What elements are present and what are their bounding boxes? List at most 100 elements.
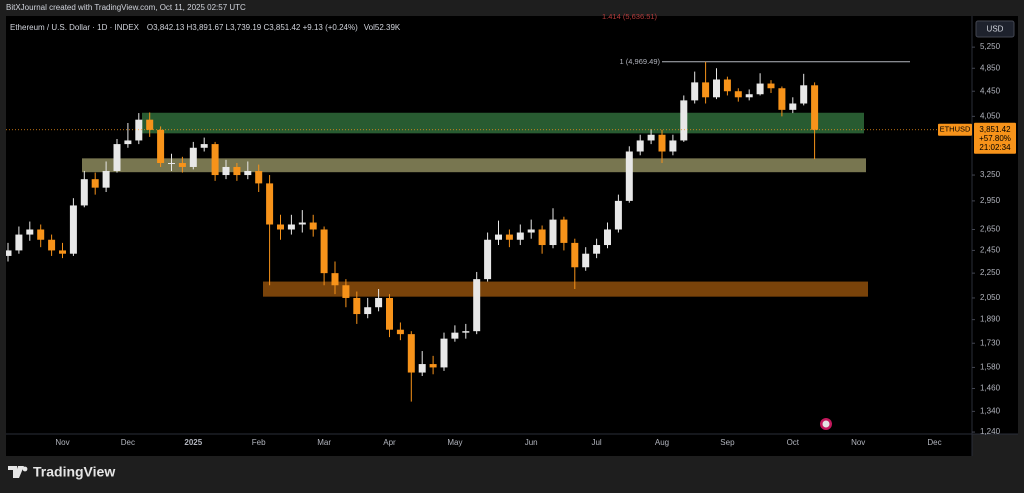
candle-body <box>37 229 45 240</box>
candle-body <box>320 229 328 274</box>
countdown-label: 21:02:34 <box>979 143 1011 152</box>
x-tick-label: Aug <box>655 438 669 447</box>
x-tick-label: Oct <box>787 438 800 447</box>
x-tick-label: Mar <box>317 438 331 447</box>
y-tick-label: 1,890 <box>980 315 1001 324</box>
candle-body <box>516 232 524 240</box>
candle-body <box>364 307 372 315</box>
candle-body <box>298 222 306 225</box>
candle-body <box>789 103 797 110</box>
x-tick-label: Dec <box>927 438 941 447</box>
candle-body <box>222 166 230 176</box>
currency-label[interactable]: USD <box>987 25 1004 34</box>
price-axis <box>972 16 1018 434</box>
candle-body <box>495 234 502 240</box>
candle-body <box>767 83 775 89</box>
candle-body <box>527 229 535 233</box>
fib-label: 1 (4,969.49) <box>620 57 661 66</box>
candle-body <box>309 222 317 230</box>
y-tick-label: 4,050 <box>980 111 1001 120</box>
candle-body <box>200 144 208 148</box>
candle-body <box>702 82 710 98</box>
candle-body <box>647 134 655 141</box>
candle-body <box>168 163 175 165</box>
candle-body <box>255 170 263 184</box>
zone <box>142 112 864 134</box>
logo: TradingView <box>8 464 115 480</box>
candle-body <box>233 166 241 176</box>
y-tick-label: 4,850 <box>980 63 1001 72</box>
y-tick-label: 2,450 <box>980 246 1001 255</box>
candle-body <box>342 285 350 298</box>
candle-body <box>91 179 99 188</box>
candle-body <box>80 179 88 206</box>
zone <box>263 281 868 297</box>
x-tick-label: 2025 <box>184 438 202 447</box>
candle-body <box>713 79 720 98</box>
candle-body <box>266 183 274 225</box>
change-label: +57.80% <box>979 134 1011 143</box>
plot <box>6 61 910 402</box>
y-tick-label: 1,730 <box>980 338 1001 347</box>
x-tick-label: Jun <box>525 438 538 447</box>
indicator-badge <box>820 418 832 430</box>
x-tick-label: Nov <box>851 438 865 447</box>
candle-body <box>178 163 186 167</box>
candle-body <box>734 91 742 98</box>
candle-body <box>604 229 611 246</box>
candle-body <box>614 200 622 230</box>
candle-body <box>6 250 12 256</box>
candle-body <box>571 242 579 268</box>
candle-body <box>473 279 481 332</box>
x-tick-label: Jul <box>591 438 601 447</box>
candle-body <box>462 331 470 333</box>
candle-body <box>669 140 677 152</box>
candle-body <box>396 329 404 335</box>
candle-body <box>451 332 459 339</box>
candle-body <box>549 219 557 246</box>
candle-body <box>440 338 448 368</box>
time-axis <box>6 434 972 456</box>
candle-body <box>102 170 110 188</box>
y-tick-label: 1,580 <box>980 363 1001 372</box>
candle-body <box>429 364 437 368</box>
y-tick-label: 2,250 <box>980 268 1001 277</box>
candle-body <box>593 245 601 254</box>
x-tick-label: Nov <box>55 438 69 447</box>
x-tick-label: Apr <box>383 438 396 447</box>
y-tick-label: 1,340 <box>980 406 1001 415</box>
candle-body <box>15 234 23 251</box>
candle-body <box>277 224 284 230</box>
price-tag-label: 3,851.42 <box>979 125 1011 134</box>
candle-body <box>48 239 56 251</box>
candle-body <box>680 100 688 141</box>
candle-body <box>189 147 197 167</box>
y-tick-label: 1,240 <box>980 427 1001 436</box>
candle-body <box>69 205 77 254</box>
candle-body <box>59 250 66 254</box>
candle-body <box>331 273 339 286</box>
candle-body <box>811 85 819 130</box>
credit: BitXJournal created with TradingView.com… <box>6 3 246 12</box>
x-tick-label: Sep <box>720 438 735 447</box>
candle-body <box>756 83 764 95</box>
price-tag <box>974 122 1016 154</box>
candle-body <box>418 364 426 373</box>
symbol-tag-label: ETHUSD <box>940 125 971 134</box>
candle-body <box>146 119 154 130</box>
badge-inner <box>822 420 830 428</box>
symbol-tag <box>938 123 972 136</box>
y-tick-label: 3,250 <box>980 170 1001 179</box>
candle-body <box>124 140 132 145</box>
currency-button[interactable] <box>975 20 1015 38</box>
candle-body <box>691 82 699 101</box>
candle-body <box>157 129 165 164</box>
candle-body <box>407 334 415 373</box>
title: Ethereum / U.S. Dollar · 1D · INDEX <box>10 23 140 32</box>
candle-body <box>625 151 633 201</box>
candle-body <box>113 144 121 171</box>
candle-body <box>353 297 361 315</box>
logo-icon <box>8 466 24 478</box>
candle-body <box>636 140 644 152</box>
